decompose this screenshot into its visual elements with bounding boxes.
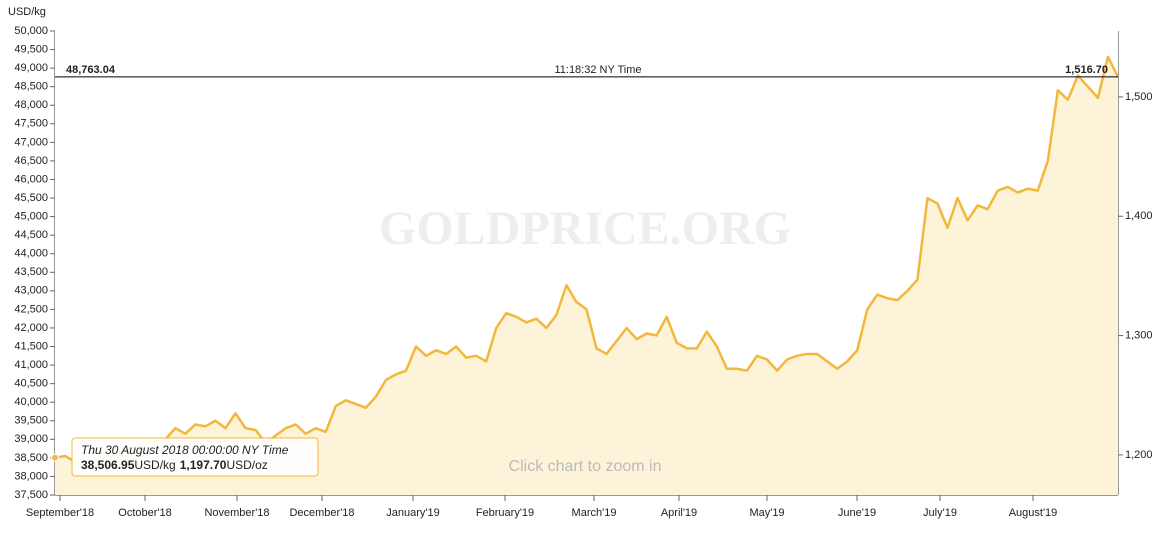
y-tick-label: 42,500 — [14, 303, 48, 315]
price-line — [54, 55, 1120, 465]
y2-tick-label: 1,500 — [1125, 91, 1153, 103]
tooltip-part: 1,197.70 — [180, 458, 227, 472]
tooltip-point — [51, 453, 59, 462]
y-tick-label: 48,500 — [14, 81, 48, 93]
y-tick-label: 37,500 — [14, 489, 48, 501]
y-tick-label: 45,000 — [14, 211, 48, 223]
y-tick-label: 41,000 — [14, 359, 48, 371]
x-tick-label: April'19 — [661, 507, 697, 519]
y-tick-label: 41,500 — [14, 340, 48, 352]
area — [55, 56, 1118, 495]
current-time: 11:18:32 NY Time — [554, 64, 641, 76]
x-tick-label: March'19 — [572, 507, 617, 519]
y-tick-label: 38,500 — [14, 452, 48, 464]
x-tick-label: November'18 — [204, 507, 269, 519]
y-tick-label: 39,500 — [14, 415, 48, 427]
watermark: GOLDPRICE.ORG — [379, 202, 791, 255]
x-tick-label: December'18 — [289, 507, 354, 519]
y-tick-label: 47,000 — [14, 136, 48, 148]
y-tick-label: 39,000 — [14, 433, 48, 445]
tooltip-part: USD/kg — [134, 458, 175, 472]
y-tick-label: 48,000 — [14, 99, 48, 111]
current-price-oz: 1,516.70 — [1065, 64, 1108, 76]
y-tick-label: 40,000 — [14, 396, 48, 408]
y-tick-label: 49,000 — [14, 62, 48, 74]
x-tick-label: August'19 — [1009, 507, 1058, 519]
y-tick-label: 43,000 — [14, 285, 48, 297]
y-tick-label: 44,500 — [14, 229, 48, 241]
x-tick-label: June'19 — [838, 507, 876, 519]
tooltip-box — [71, 437, 319, 477]
y-tick-label: 38,000 — [14, 470, 48, 482]
zoom-hint: Click chart to zoom in — [509, 458, 662, 475]
tooltip-date: Thu 30 August 2018 00:00:00 NY Time — [81, 443, 289, 457]
y2-tick-label: 1,300 — [1125, 329, 1153, 341]
y-tick-label: 47,500 — [14, 118, 48, 130]
y-axis-label: USD/kg — [8, 6, 46, 18]
x-tick-label: September'18 — [26, 507, 94, 519]
x-tick-label: July'19 — [923, 507, 957, 519]
y2-tick-label: 1,400 — [1125, 210, 1153, 222]
x-tick-label: February'19 — [476, 507, 534, 519]
tooltip-part: 38,506.95 — [81, 458, 135, 472]
tooltip-part: USD/oz — [226, 458, 267, 472]
y-tick-label: 44,000 — [14, 248, 48, 260]
x-tick-label: October'18 — [118, 507, 171, 519]
y-tick-label: 49,500 — [14, 43, 48, 55]
y-tick-label: 46,500 — [14, 155, 48, 167]
y-tick-label: 45,500 — [14, 192, 48, 204]
y-tick-label: 50,000 — [14, 25, 48, 37]
x-tick-label: January'19 — [386, 507, 439, 519]
y-tick-label: 43,500 — [14, 266, 48, 278]
tooltip-values: 38,506.95USD/kg 1,197.70USD/oz — [81, 458, 268, 472]
current-price-kg: 48,763.04 — [66, 64, 116, 76]
y-tick-label: 46,000 — [14, 173, 48, 185]
x-tick-label: May'19 — [749, 507, 784, 519]
y-tick-label: 42,000 — [14, 322, 48, 334]
y-tick-label: 40,500 — [14, 378, 48, 390]
y2-tick-label: 1,200 — [1125, 449, 1153, 461]
